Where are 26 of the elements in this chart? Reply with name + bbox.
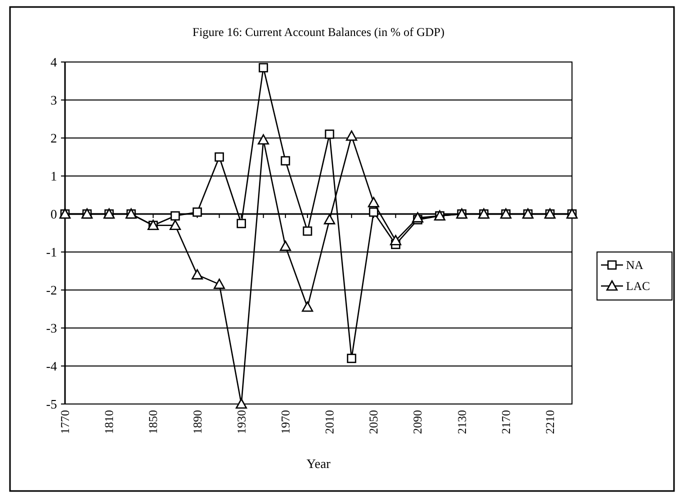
legend-label: NA (626, 258, 644, 272)
x-tick-label: 1810 (102, 410, 116, 434)
x-tick-label: 1890 (190, 410, 204, 434)
x-axis-title: Year (306, 456, 332, 471)
y-tick-label: 1 (50, 168, 57, 184)
y-tick-label: 4 (50, 54, 58, 70)
x-tick-label: 1970 (278, 410, 292, 434)
y-tick-label: -3 (46, 320, 57, 336)
y-tick-label: -5 (46, 396, 57, 412)
y-tick-label: -2 (46, 282, 57, 298)
y-tick-label: 2 (50, 130, 57, 146)
x-tick-label: 2090 (410, 410, 425, 434)
x-tick-label: 2130 (454, 410, 469, 434)
y-tick-label: 3 (50, 92, 57, 108)
x-tick-label: 2170 (498, 410, 513, 434)
chart-title: Figure 16: Current Account Balances (in % of GDP) (192, 25, 444, 39)
y-tick-label: 0 (50, 206, 57, 222)
legend-label: LAC (626, 279, 650, 294)
x-tick-label: 2050 (366, 410, 381, 434)
x-tick-label: 1770 (58, 410, 72, 434)
x-tick-label: 2210 (542, 410, 557, 434)
x-tick-label: 2010 (322, 410, 337, 434)
x-tick-label: 1930 (234, 410, 248, 434)
y-tick-label: -1 (46, 244, 57, 260)
x-tick-label: 1850 (146, 410, 160, 434)
y-tick-label: -4 (46, 358, 58, 374)
